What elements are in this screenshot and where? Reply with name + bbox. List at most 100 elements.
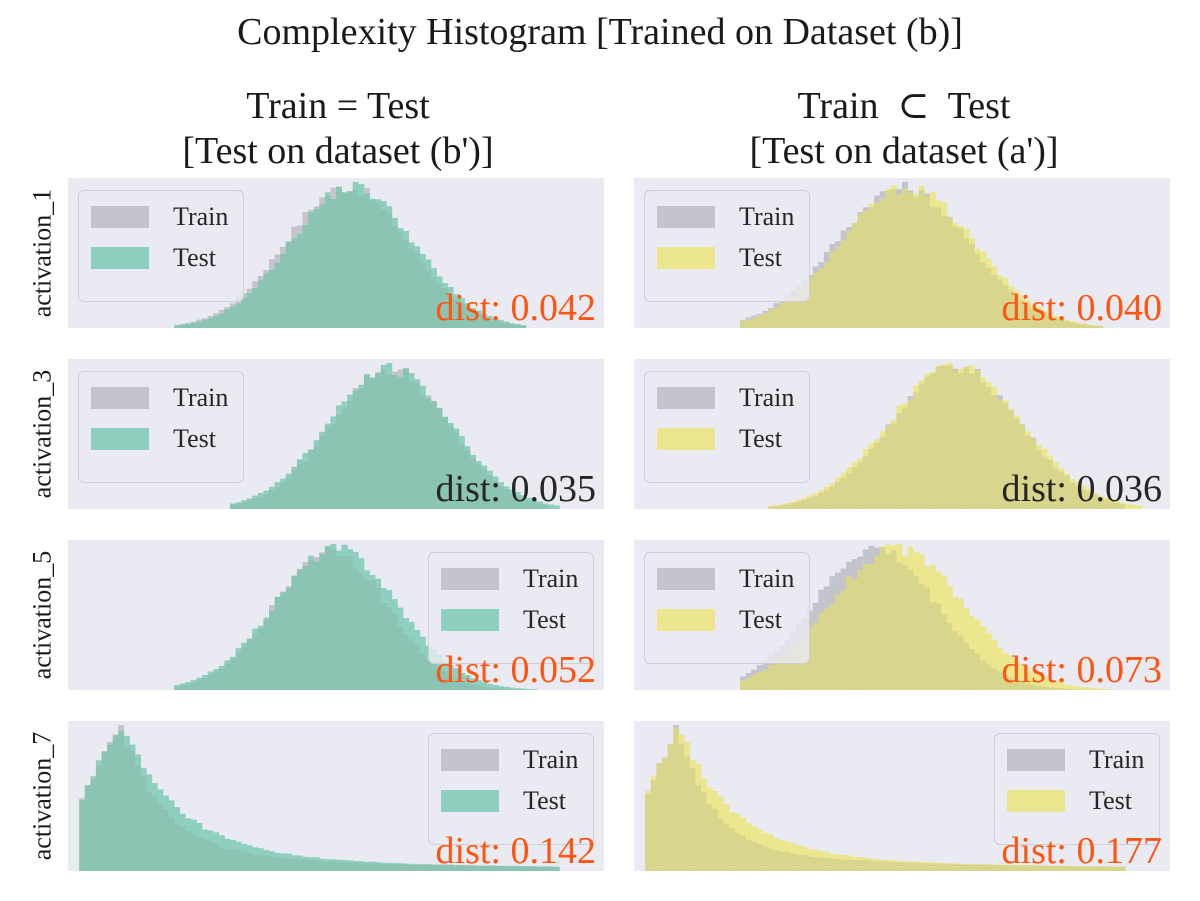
histogram-bar-overlap xyxy=(1119,866,1126,871)
histogram-bar-test xyxy=(553,505,560,509)
histogram-bar-overlap xyxy=(436,865,443,871)
histogram-bar-overlap xyxy=(179,685,186,690)
histogram-bar-overlap xyxy=(1008,865,1015,871)
histogram-bar-overlap xyxy=(347,862,354,871)
histogram-bar-overlap xyxy=(1052,865,1059,871)
histogram-bar-test xyxy=(324,423,331,427)
histogram-bar-overlap xyxy=(425,397,432,509)
histogram-bar-test xyxy=(1075,322,1082,324)
histogram-bar-overlap xyxy=(430,401,437,509)
histogram-bar-test xyxy=(874,439,881,443)
histogram-bar-train xyxy=(874,547,881,556)
histogram-bar-overlap xyxy=(795,854,802,871)
histogram-bar-overlap xyxy=(1008,290,1015,328)
histogram-bar-overlap xyxy=(492,320,499,328)
histogram-bar-test xyxy=(481,465,488,469)
histogram-bar-overlap xyxy=(492,688,499,690)
histogram-bar-overlap xyxy=(902,862,908,871)
histogram-bar-train xyxy=(812,602,819,623)
histogram-bar-overlap xyxy=(330,549,337,690)
histogram-bar-overlap xyxy=(470,458,476,509)
histogram-bar-train xyxy=(107,741,114,745)
histogram-bar-test xyxy=(885,544,892,554)
histogram-bar-overlap xyxy=(269,489,275,509)
histogram-bar-test xyxy=(784,841,791,852)
histogram-bar-overlap xyxy=(274,486,281,509)
histogram-bar-overlap xyxy=(525,500,532,509)
histogram-bar-test xyxy=(1052,461,1059,469)
histogram-bar-overlap xyxy=(453,299,460,328)
histogram-bar-overlap xyxy=(784,298,791,328)
histogram-bar-overlap xyxy=(823,858,830,871)
histogram-bar-overlap xyxy=(846,859,853,871)
histogram-bar-overlap xyxy=(492,480,499,509)
histogram-bar-overlap xyxy=(229,848,236,871)
legend-label-test: Test xyxy=(523,605,566,634)
histogram-bar-overlap xyxy=(497,321,504,328)
histogram-bar-test xyxy=(991,639,998,669)
histogram-bar-overlap xyxy=(1041,686,1048,690)
histogram-bar-test xyxy=(902,403,908,409)
histogram-bar-test xyxy=(851,462,858,468)
histogram-bar-overlap xyxy=(375,587,382,690)
histogram-bar-train xyxy=(974,368,981,371)
histogram-bar-overlap xyxy=(969,373,975,509)
histogram-bar-test xyxy=(458,436,465,445)
histogram-bar-overlap xyxy=(851,579,858,690)
legend-swatch-test xyxy=(441,790,499,812)
histogram-bar-overlap xyxy=(179,324,186,328)
histogram-bar-train xyxy=(857,212,864,214)
histogram-bar-test xyxy=(397,863,404,864)
histogram-bar-test xyxy=(835,477,841,482)
histogram-bar-test xyxy=(375,199,382,203)
histogram-bar-test xyxy=(252,495,259,499)
histogram-bar-overlap xyxy=(941,215,948,328)
histogram-bar-test xyxy=(241,642,248,647)
histogram-bar-overlap xyxy=(896,194,903,328)
histogram-bar-test xyxy=(419,253,426,263)
histogram-bar-overlap xyxy=(840,478,847,509)
figure-title: Complexity Histogram [Trained on Dataset… xyxy=(237,11,963,53)
histogram-bar-train xyxy=(179,323,186,325)
histogram-bar-test xyxy=(985,632,992,665)
histogram-bar-test xyxy=(280,478,287,483)
histogram-bar-overlap xyxy=(207,317,214,328)
histogram-bar-overlap xyxy=(218,846,225,871)
histogram-bar-overlap xyxy=(403,369,409,509)
legend-item-test: Test xyxy=(91,238,216,278)
column-title-right-line2: [Test on dataset (a')] xyxy=(749,130,1059,172)
histogram-bar-overlap xyxy=(991,395,998,509)
histogram-bar-overlap xyxy=(689,767,696,871)
histogram-bar-overlap xyxy=(706,804,713,871)
histogram-bar-overlap xyxy=(890,423,897,509)
histogram-bar-overlap xyxy=(453,865,460,871)
histogram-bar-overlap xyxy=(1019,300,1026,328)
histogram-bar-overlap xyxy=(497,688,504,690)
legend-swatch-train xyxy=(441,749,499,771)
histogram-bar-test xyxy=(291,466,298,470)
histogram-bar-test xyxy=(263,849,270,856)
histogram-bar-test xyxy=(756,829,763,845)
histogram-bar-test xyxy=(851,856,858,861)
histogram-plot xyxy=(740,544,1115,690)
histogram-bar-overlap xyxy=(896,562,903,690)
legend-swatch-test xyxy=(91,428,149,450)
histogram-bar-overlap xyxy=(773,307,780,328)
histogram-bar-overlap xyxy=(470,309,476,328)
histogram-bar-test xyxy=(918,186,925,190)
histogram-bar-test xyxy=(514,688,521,690)
histogram-bar-train xyxy=(907,190,914,193)
histogram-bar-test xyxy=(257,848,264,855)
histogram-bar-overlap xyxy=(1052,687,1059,690)
histogram-bar-overlap xyxy=(202,319,208,328)
histogram-bar-overlap xyxy=(790,502,797,509)
histogram-bar-test xyxy=(196,677,203,681)
histogram-bar-test xyxy=(257,492,264,497)
histogram-bar-test xyxy=(929,372,936,374)
histogram-bar-test xyxy=(1024,300,1031,304)
histogram-bar-overlap xyxy=(207,840,214,871)
histogram-bar-test xyxy=(728,812,735,829)
histogram-bar-overlap xyxy=(358,196,365,328)
histogram-bar-overlap xyxy=(1047,687,1054,690)
legend-label-test: Test xyxy=(1089,786,1132,815)
